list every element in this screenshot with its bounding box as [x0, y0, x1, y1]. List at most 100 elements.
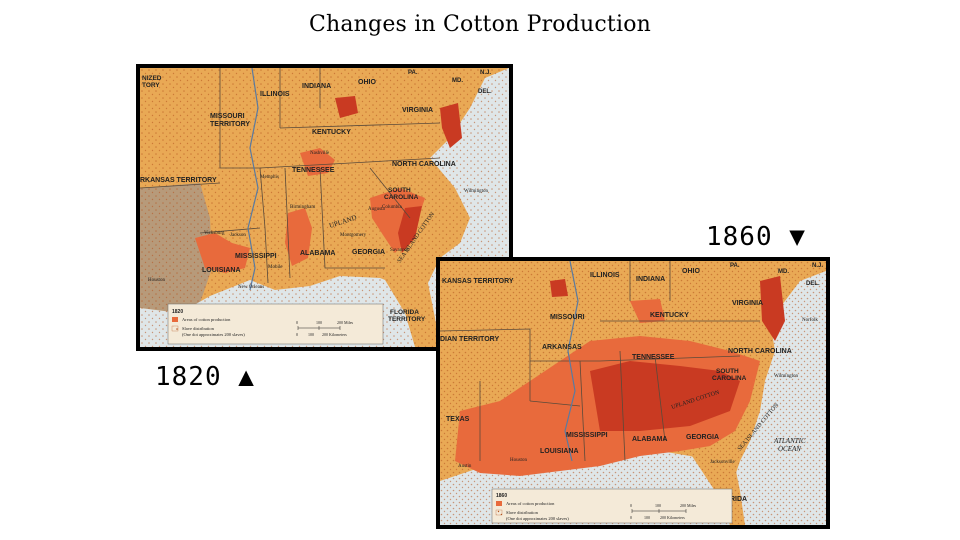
- cotton-area-sea-island: [398, 206, 422, 253]
- label-virginia: VIRGINIA: [402, 107, 433, 114]
- label-virginia: VIRGINIA: [732, 300, 763, 307]
- label-mobile: Mobile: [268, 265, 283, 270]
- label-md: MD.: [778, 269, 789, 275]
- label-houston: Houston: [148, 278, 165, 283]
- label-augusta: Augusta: [368, 207, 385, 212]
- label-north-carolina: NORTH CAROLINA: [392, 161, 456, 168]
- label-georgia: GEORGIA: [352, 249, 385, 256]
- label-illinois: ILLINOIS: [590, 272, 620, 279]
- label-north-carolina: NORTH CAROLINA: [728, 348, 792, 355]
- mississippi-river: [564, 261, 579, 462]
- cotton-area-carolinas: [370, 188, 425, 253]
- label-nashville: Nashville: [310, 151, 330, 156]
- label-ohio: OHIO: [682, 268, 700, 275]
- legend-scale: [631, 509, 687, 513]
- label-vicksburg: Vicksburg: [204, 231, 225, 236]
- scale-mi-100: 100: [316, 320, 322, 325]
- label-tennessee: TENNESSEE: [292, 167, 335, 174]
- map-1860-svg: KANSAS TERRITORY ILLINOIS INDIANA OHIO P…: [440, 261, 826, 525]
- legend-scale: [297, 326, 341, 330]
- label-norfolk: Norfolk: [802, 318, 818, 323]
- label-montgomery: Montgomery: [340, 233, 367, 238]
- label-illinois: ILLINOIS: [260, 91, 290, 98]
- label-indiana: INDIANA: [302, 83, 331, 90]
- label-alabama: ALABAMA: [300, 250, 335, 257]
- legend-cotton-swatch: [496, 501, 502, 506]
- label-del: DEL.: [806, 281, 820, 287]
- label-wilmington: Wilmington: [774, 374, 798, 379]
- caption-1820: 1820 ▲: [155, 362, 255, 392]
- label-atlantic-ocean: ATLANTIC OCEAN: [773, 437, 806, 453]
- legend-slave-label: Slave distribution: [506, 510, 539, 515]
- label-ohio: OHIO: [358, 79, 376, 86]
- label-louisiana: LOUISIANA: [202, 267, 241, 274]
- label-columbia: Columbia: [382, 205, 403, 210]
- label-jacksonville: Jacksonville: [710, 460, 735, 465]
- label-pa: PA.: [730, 263, 740, 269]
- label-indian-territory: DIAN TERRITORY: [440, 336, 499, 343]
- scale-mi-200: 200 Miles: [337, 320, 354, 325]
- cotton-area-kentucky: [335, 96, 358, 118]
- legend-cotton-label: Areas of cotton production: [182, 317, 231, 322]
- cotton-area-mississippi: [195, 233, 250, 273]
- scale-km-200: 200 Kilometers: [660, 515, 685, 520]
- map-1860: KANSAS TERRITORY ILLINOIS INDIANA OHIO P…: [436, 257, 830, 529]
- label-md: MD.: [452, 78, 463, 84]
- label-south-carolina: SOUTH CAROLINA: [384, 187, 419, 201]
- label-houston: Houston: [510, 458, 527, 463]
- label-unorganized: NIZED TORY: [142, 75, 162, 89]
- legend-dots-swatch: [495, 509, 503, 516]
- scale-mi-100: 100: [655, 503, 661, 508]
- label-arkansas: ARKANSAS: [542, 344, 582, 351]
- legend-year: 1820: [172, 309, 183, 315]
- label-nj: N.J.: [812, 263, 823, 269]
- label-missouri-territory: MISSOURI TERRITORY: [210, 113, 250, 128]
- label-new-orleans: New Orleans: [238, 285, 264, 290]
- legend-dots-swatch: [171, 325, 179, 332]
- legend-year: 1860: [496, 493, 507, 499]
- scale-mi-0: 0: [630, 503, 632, 508]
- cotton-area-missouri: [550, 279, 568, 297]
- scale-km-0: 0: [630, 515, 632, 520]
- label-wilmington: Wilmington: [464, 189, 488, 194]
- label-georgia: GEORGIA: [686, 434, 719, 441]
- scale-mi-200: 200 Miles: [680, 503, 697, 508]
- label-texas: TEXAS: [446, 416, 470, 423]
- legend-cotton-label: Areas of cotton production: [506, 501, 555, 506]
- label-memphis: Memphis: [260, 175, 279, 180]
- caption-1860: 1860 ▼: [706, 222, 806, 252]
- label-mississippi: MISSISSIPPI: [235, 253, 277, 260]
- slide-title: Changes in Cotton Production: [308, 12, 652, 37]
- scale-km-100: 100: [308, 332, 314, 337]
- cotton-area-virginia: [440, 103, 462, 148]
- label-kansas-territory: KANSAS TERRITORY: [442, 278, 514, 285]
- label-south-carolina: SOUTH CAROLINA: [712, 368, 747, 382]
- cotton-area-kentucky: [630, 299, 665, 323]
- label-birmingham: Birmingham: [290, 205, 315, 210]
- scale-km-100: 100: [644, 515, 650, 520]
- label-missouri: MISSOURI: [550, 314, 585, 321]
- label-alabama: ALABAMA: [632, 436, 667, 443]
- label-mississippi: MISSISSIPPI: [566, 432, 608, 439]
- scale-km-0: 0: [296, 332, 298, 337]
- label-savannah: Savannah: [390, 248, 410, 253]
- label-pa: PA.: [408, 70, 418, 76]
- label-nj: N.J.: [480, 70, 491, 76]
- label-kentucky: KENTUCKY: [312, 129, 351, 136]
- label-del: DEL.: [478, 89, 492, 95]
- label-louisiana: LOUISIANA: [540, 448, 579, 455]
- legend-1860: 1860 Areas of cotton production Slave di…: [491, 488, 733, 524]
- label-austin: Austin: [458, 464, 472, 469]
- mississippi-river: [247, 68, 259, 291]
- cotton-area-alabama: [285, 208, 312, 266]
- legend-1820: 1820 Areas of cotton production Slave di…: [167, 303, 384, 345]
- legend-slave-note: (One dot approximates 200 slaves): [506, 516, 569, 521]
- scale-km-200: 200 Kilometers: [322, 332, 347, 337]
- label-tennessee: TENNESSEE: [632, 354, 675, 361]
- label-indiana: INDIANA: [636, 276, 665, 283]
- cotton-area-tennessee: [300, 148, 335, 176]
- label-jackson: Jackson: [230, 233, 246, 238]
- label-florida-territory: FLORIDA TERRITORY: [388, 309, 426, 323]
- state-borders: [140, 68, 441, 284]
- state-borders: [440, 261, 760, 462]
